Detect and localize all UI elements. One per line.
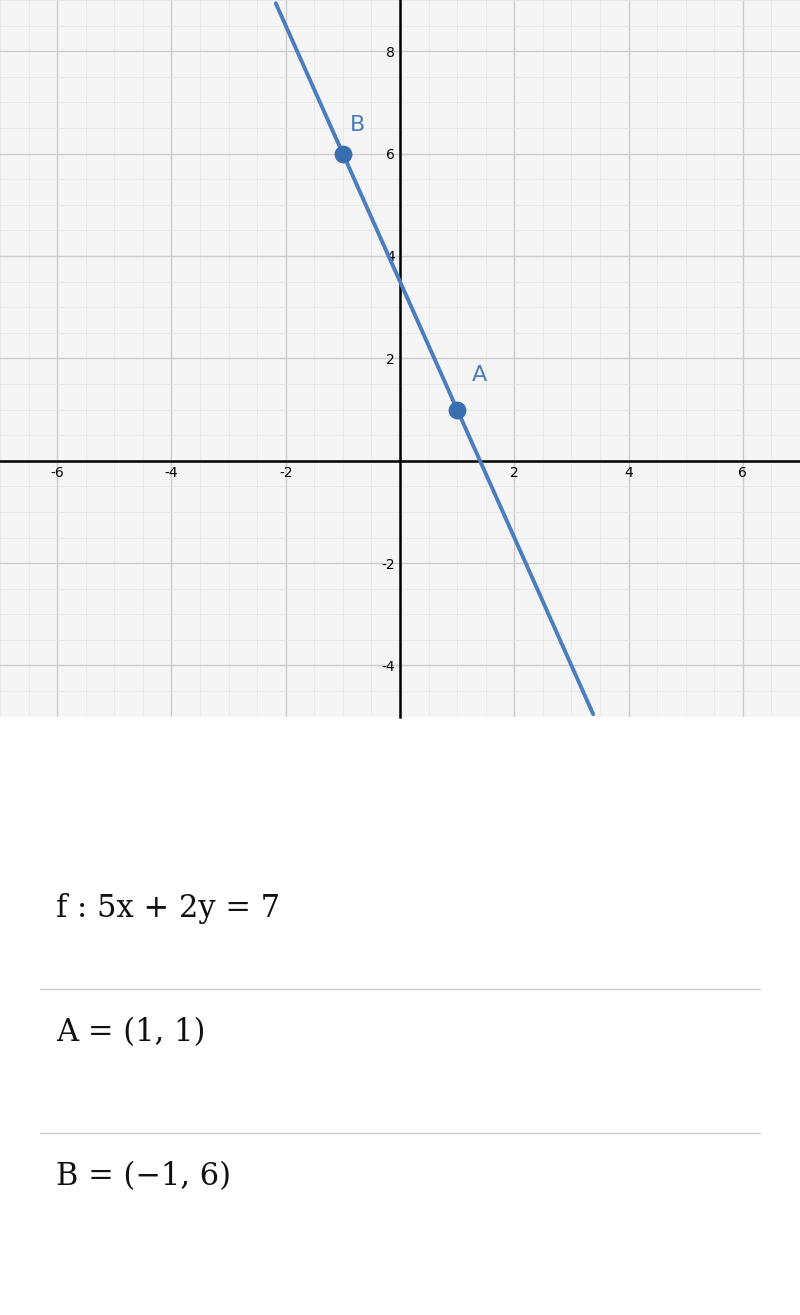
Text: 🔺: 🔺: [391, 755, 409, 785]
Text: f : 5x + 2y = 7: f : 5x + 2y = 7: [56, 893, 280, 923]
Text: A: A: [471, 366, 486, 385]
Text: 🖩: 🖩: [253, 747, 275, 781]
Point: [450, 398, 463, 419]
Text: A = (1, 1): A = (1, 1): [56, 1018, 206, 1048]
Text: 📊: 📊: [527, 755, 545, 785]
Point: [337, 143, 350, 164]
Text: B: B: [350, 114, 365, 134]
Text: B = (−1, 6): B = (−1, 6): [56, 1161, 231, 1193]
